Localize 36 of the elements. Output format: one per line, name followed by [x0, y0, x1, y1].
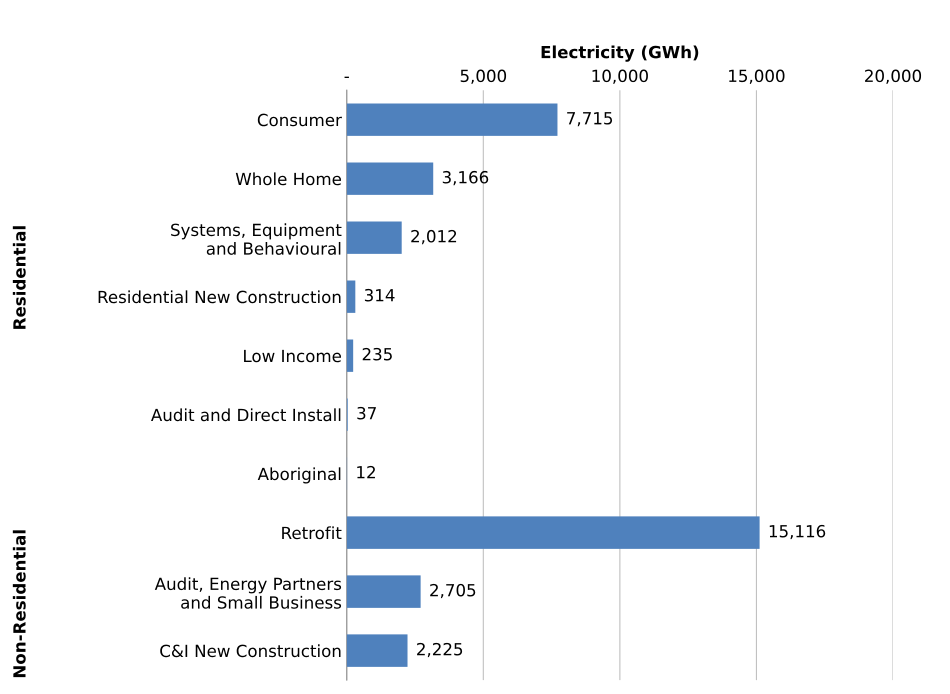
x-tick-label: 20,000 — [865, 70, 922, 84]
bar — [346, 162, 434, 195]
x-tick-label: 10,000 — [592, 70, 648, 84]
y-tick-label: Aboriginal — [258, 467, 340, 484]
y-tick-label: C&I New Construction — [160, 644, 340, 658]
y-tick-label: Retrofit — [282, 526, 342, 540]
x-tick-label: 15,000 — [729, 70, 784, 84]
text: Residential — [12, 226, 26, 329]
bar — [346, 575, 421, 608]
bar — [346, 103, 558, 136]
data-label: 12 — [357, 466, 375, 478]
data-label: 235 — [362, 348, 392, 361]
y-tick-label: Audit, Energy Partners and Small Business — [154, 577, 342, 609]
bar — [346, 339, 354, 372]
x-tick-label: - — [344, 76, 349, 78]
bar — [346, 634, 408, 667]
y-tick-label: Low Income — [244, 350, 341, 362]
data-label: 314 — [364, 288, 395, 302]
bar — [346, 280, 356, 313]
data-label: 15,116 — [770, 524, 826, 540]
bar — [346, 221, 402, 254]
data-label: 2,012 — [411, 230, 456, 244]
data-label: 37 — [357, 406, 376, 420]
x-tick-label: 5,000 — [460, 70, 506, 84]
data-label: 2,705 — [430, 584, 476, 598]
y-tick-label: Consumer — [258, 114, 342, 126]
data-label: 7,715 — [567, 112, 612, 126]
x-axis-title: Electricity (GWh) — [542, 45, 698, 62]
y-tick-label: Systems, Equipment and Behavioural — [171, 223, 342, 255]
data-label: 2,225 — [417, 642, 462, 658]
data-label: 3,166 — [442, 170, 488, 186]
y-tick-label: Residential New Construction — [98, 290, 340, 304]
y-tick-label: Whole Home — [236, 172, 341, 186]
y-tick-label: Audit and Direct Install — [151, 408, 340, 422]
text: Non-Residential — [12, 530, 26, 678]
bar — [346, 516, 760, 549]
